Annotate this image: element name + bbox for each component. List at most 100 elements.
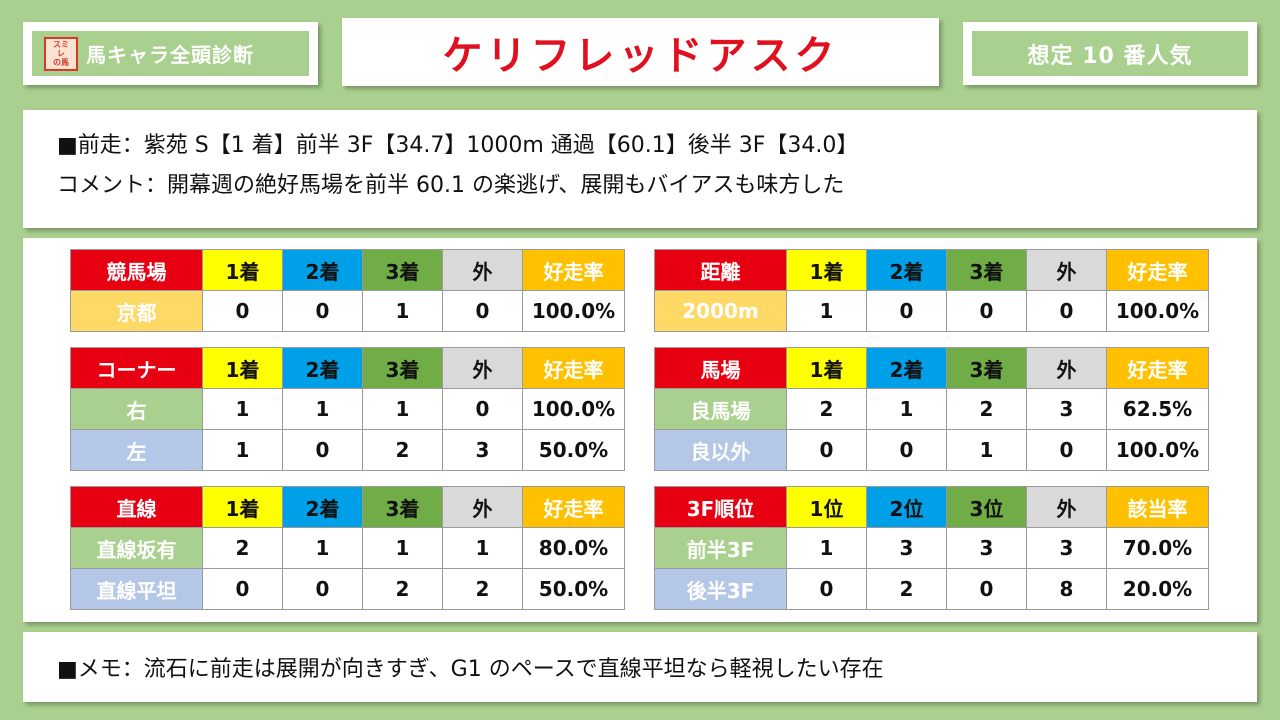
- header-rate: 好走率: [522, 347, 625, 389]
- table-row: 良馬場 2 1 2 3 62.5%: [654, 388, 1209, 430]
- cell-first: 0: [202, 290, 283, 332]
- table-row: 京都 0 0 1 0 100.0%: [70, 290, 625, 332]
- cell-first: 1: [202, 388, 283, 430]
- cell-first: 1: [786, 527, 867, 569]
- cell-other: 8: [1026, 568, 1107, 610]
- cell-other: 3: [1026, 527, 1107, 569]
- track-table: 競馬場 1着 2着 3着外好走率 京都 0 0 1 0 100.0%: [70, 249, 625, 332]
- row-label: 右: [70, 388, 203, 430]
- header-other: 外: [1026, 249, 1107, 291]
- cell-rate: 70.0%: [1106, 527, 1209, 569]
- header-label: 馬場: [654, 347, 787, 389]
- cell-other: 2: [442, 568, 523, 610]
- cell-other: 3: [442, 429, 523, 471]
- logo-line: の馬: [53, 58, 69, 67]
- row-label: 良馬場: [654, 388, 787, 430]
- cell-third: 1: [362, 527, 443, 569]
- cell-first: 0: [786, 568, 867, 610]
- cell-first: 0: [202, 568, 283, 610]
- cell-second: 1: [866, 388, 947, 430]
- cell-rate: 100.0%: [522, 290, 625, 332]
- cell-first: 1: [202, 429, 283, 471]
- logo-line: レ: [57, 49, 65, 58]
- table-row: 直線平坦 0 0 2 2 50.0%: [70, 568, 625, 610]
- cell-third: 2: [362, 429, 443, 471]
- cell-second: 0: [282, 429, 363, 471]
- cell-rate: 80.0%: [522, 527, 625, 569]
- header-other: 外: [442, 486, 523, 528]
- header-first: 1着: [202, 249, 283, 291]
- table-row: 2000m 1 0 0 0 100.0%: [654, 290, 1209, 332]
- cell-second: 2: [866, 568, 947, 610]
- header-third: 3着: [362, 486, 443, 528]
- header-second: 2着: [282, 347, 363, 389]
- header-rate: 好走率: [522, 249, 625, 291]
- header-second: 2位: [866, 486, 947, 528]
- popularity-box: 想定 10 番人気: [963, 22, 1257, 85]
- cell-third: 2: [362, 568, 443, 610]
- header-third: 3着: [946, 249, 1027, 291]
- header-rate: 該当率: [1106, 486, 1209, 528]
- table-header-row: 馬場 1着 2着 3着外好走率: [654, 347, 1209, 389]
- logo-line: スミ: [53, 40, 69, 49]
- row-label: 2000m: [654, 290, 787, 332]
- site-logo: スミ レ の馬: [44, 36, 78, 71]
- cell-third: 0: [946, 290, 1027, 332]
- header-rate: 好走率: [522, 486, 625, 528]
- header-first: 1位: [786, 486, 867, 528]
- brand-box: スミ レ の馬 馬キャラ全頭診断: [23, 22, 318, 85]
- header-other: 外: [1026, 486, 1107, 528]
- header-third: 3位: [946, 486, 1027, 528]
- table-row: 右 1 1 1 0 100.0%: [70, 388, 625, 430]
- cell-rate: 100.0%: [1106, 290, 1209, 332]
- row-label: 京都: [70, 290, 203, 332]
- header-rate: 好走率: [1106, 249, 1209, 291]
- cell-third: 0: [946, 568, 1027, 610]
- cell-second: 1: [282, 388, 363, 430]
- row-label: 直線平坦: [70, 568, 203, 610]
- cell-rate: 62.5%: [1106, 388, 1209, 430]
- cell-first: 1: [786, 290, 867, 332]
- brand-title: 馬キャラ全頭診断: [86, 43, 254, 67]
- cell-first: 2: [202, 527, 283, 569]
- row-label: 後半3F: [654, 568, 787, 610]
- table-header-row: コーナー 1着 2着 3着外好走率: [70, 347, 625, 389]
- header-first: 1着: [786, 347, 867, 389]
- cell-other: 0: [1026, 429, 1107, 471]
- table-header-row: 距離 1着 2着 3着外好走率: [654, 249, 1209, 291]
- horse-name-box: ケリフレッドアスク: [342, 18, 939, 86]
- header-other: 外: [1026, 347, 1107, 389]
- header-second: 2着: [282, 486, 363, 528]
- header-label: 距離: [654, 249, 787, 291]
- header-second: 2着: [282, 249, 363, 291]
- cell-third: 2: [946, 388, 1027, 430]
- cell-second: 0: [282, 290, 363, 332]
- cell-other: 3: [1026, 388, 1107, 430]
- header-first: 1着: [202, 486, 283, 528]
- header-label: コーナー: [70, 347, 203, 389]
- cell-second: 1: [282, 527, 363, 569]
- straight-table: 直線 1着 2着 3着外好走率 直線坂有 2 1 1 1 80.0% 直線平坦 0 0 2 2 50.0%: [70, 486, 625, 610]
- header-third: 3着: [362, 347, 443, 389]
- last-race-line: ■前走：紫苑 S【1 着】前半 3F【34.7】1000m 通過【60.1】後半…: [57, 133, 859, 158]
- cell-other: 0: [442, 388, 523, 430]
- table-header-row: 競馬場 1着 2着 3着外好走率: [70, 249, 625, 291]
- cell-second: 3: [866, 527, 947, 569]
- memo-text: ■メモ：流石に前走は展開が向きすぎ、G1 のペースで直線平坦なら軽視したい存在: [57, 657, 884, 682]
- table-row: 直線坂有 2 1 1 1 80.0%: [70, 527, 625, 569]
- header-rate: 好走率: [1106, 347, 1209, 389]
- header-second: 2着: [866, 347, 947, 389]
- info-panel: ■前走：紫苑 S【1 着】前半 3F【34.7】1000m 通過【60.1】後半…: [23, 110, 1257, 228]
- table-row: 前半3F 1 3 3 3 70.0%: [654, 527, 1209, 569]
- table-row: 左 1 0 2 3 50.0%: [70, 429, 625, 471]
- cell-third: 1: [946, 429, 1027, 471]
- header-label: 競馬場: [70, 249, 203, 291]
- cell-first: 2: [786, 388, 867, 430]
- cell-rate: 100.0%: [1106, 429, 1209, 471]
- header-first: 1着: [786, 249, 867, 291]
- header-third: 3着: [362, 249, 443, 291]
- distance-table: 距離 1着 2着 3着外好走率 2000m 1 0 0 0 100.0%: [654, 249, 1209, 332]
- row-label: 前半3F: [654, 527, 787, 569]
- header-first: 1着: [202, 347, 283, 389]
- header-label: 3F順位: [654, 486, 787, 528]
